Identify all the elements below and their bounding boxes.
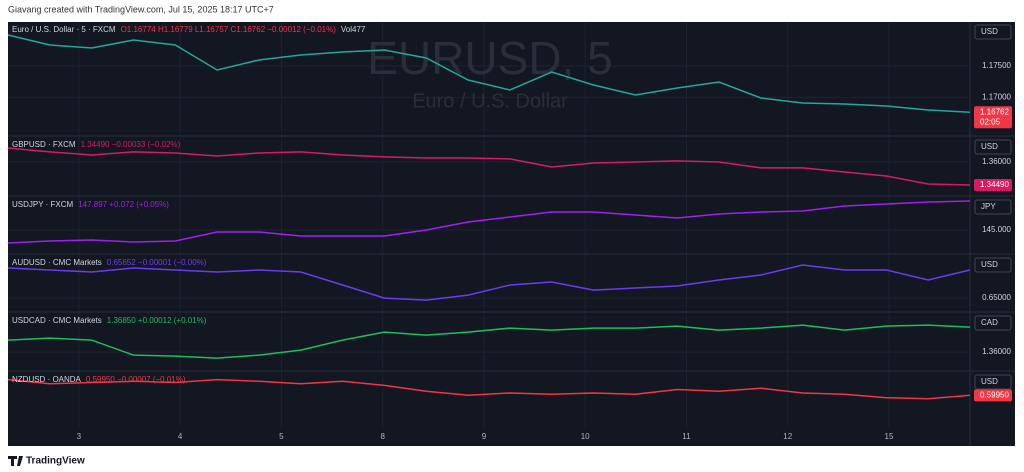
currency: CAD [981,318,998,327]
y-tick-label: 145.000 [982,225,1011,234]
logo [8,456,23,466]
price-line [7,147,971,186]
y-tick-label: 0.65000 [982,293,1011,302]
watermark-sub: Euro / U.S. Dollar [412,90,568,112]
currency: USD [981,377,998,386]
x-tick-label: 12 [783,432,792,441]
currency: USD [981,142,998,151]
price-label-box [974,389,1012,402]
currency: JPY [981,202,996,211]
price-label: 1.16762 [980,107,1009,116]
y-tick-label: 1.36000 [982,157,1011,166]
legend-symbol: GBPUSD · FXCM [12,140,76,149]
legend-quote: 0.59950 −0.00007 (−0.01%) [86,375,186,384]
currency-box [974,315,1012,331]
header: Giavang created with TradingView.com, Ju… [8,4,274,14]
legend-symbol: Euro / U.S. Dollar · 5 · FXCM [12,25,116,34]
price-label-box [974,106,1012,129]
price-label: 0.59950 [980,390,1009,399]
price-label: 1.34490 [980,180,1009,189]
legend-symbol: USDJPY · FXCM [12,200,74,209]
watermark: EURUSD, 5 [367,32,612,84]
legend-quote: 1.34490 −0.00033 (−0.02%) [81,140,181,149]
x-tick-label: 15 [885,432,894,441]
legend-symbol: USDCAD · CMC Markets [12,316,102,325]
currency-box [974,257,1012,273]
price-line [7,34,971,114]
legend: Euro / U.S. Dollar · 5 · FXCM O1.16774 H1… [12,25,366,34]
legend: USDCAD · CMC Markets 1.36850 +0.00012 (+0… [12,316,207,325]
legend-symbol: AUDUSD · CMC Markets [12,258,102,267]
legend-symbol: NZDUSD · OANDA [12,375,82,384]
legend-quote: O1.16774 H1.16779 L1.16757 C1.16762 −0.0… [121,25,337,34]
price-label-box [974,178,1012,191]
legend: NZDUSD · OANDA 0.59950 −0.00007 (−0.01%) [12,375,186,384]
legend: AUDUSD · CMC Markets 0.65652 −0.00001 (−0… [12,258,207,267]
price-line [7,264,971,301]
x-tick-label: 4 [178,432,183,441]
currency-box [974,139,1012,155]
y-tick-label: 1.17500 [982,61,1011,70]
x-tick-label: 11 [682,432,691,441]
currency: USD [981,260,998,269]
price-line [7,378,971,400]
legend-volume: Vol477 [341,25,366,34]
x-tick-label: 5 [279,432,284,441]
y-tick-label: 1.17000 [982,92,1011,101]
legend-quote: 1.36850 +0.00012 (+0.01%) [107,316,207,325]
countdown: 02:05 [980,117,1001,126]
footer: TradingView [26,456,85,467]
price-line [7,200,971,244]
legend-quote: 147.897 +0.072 (+0.05%) [78,200,169,209]
legend: USDJPY · FXCM 147.897 +0.072 (+0.05%) [12,200,169,209]
x-tick-label: 8 [380,432,385,441]
legend: GBPUSD · FXCM 1.34490 −0.00033 (−0.02%) [12,140,181,149]
y-tick-label: 1.36000 [982,347,1011,356]
currency: USD [981,27,998,36]
currency-box [974,24,1012,40]
x-tick-label: 10 [581,432,590,441]
legend-quote: 0.65652 −0.00001 (−0.00%) [107,258,207,267]
x-tick-label: 9 [482,432,487,441]
currency-box [974,374,1012,390]
chart-area [8,22,1015,446]
price-line [7,324,971,359]
currency-box [974,199,1012,215]
x-tick-label: 3 [77,432,82,441]
